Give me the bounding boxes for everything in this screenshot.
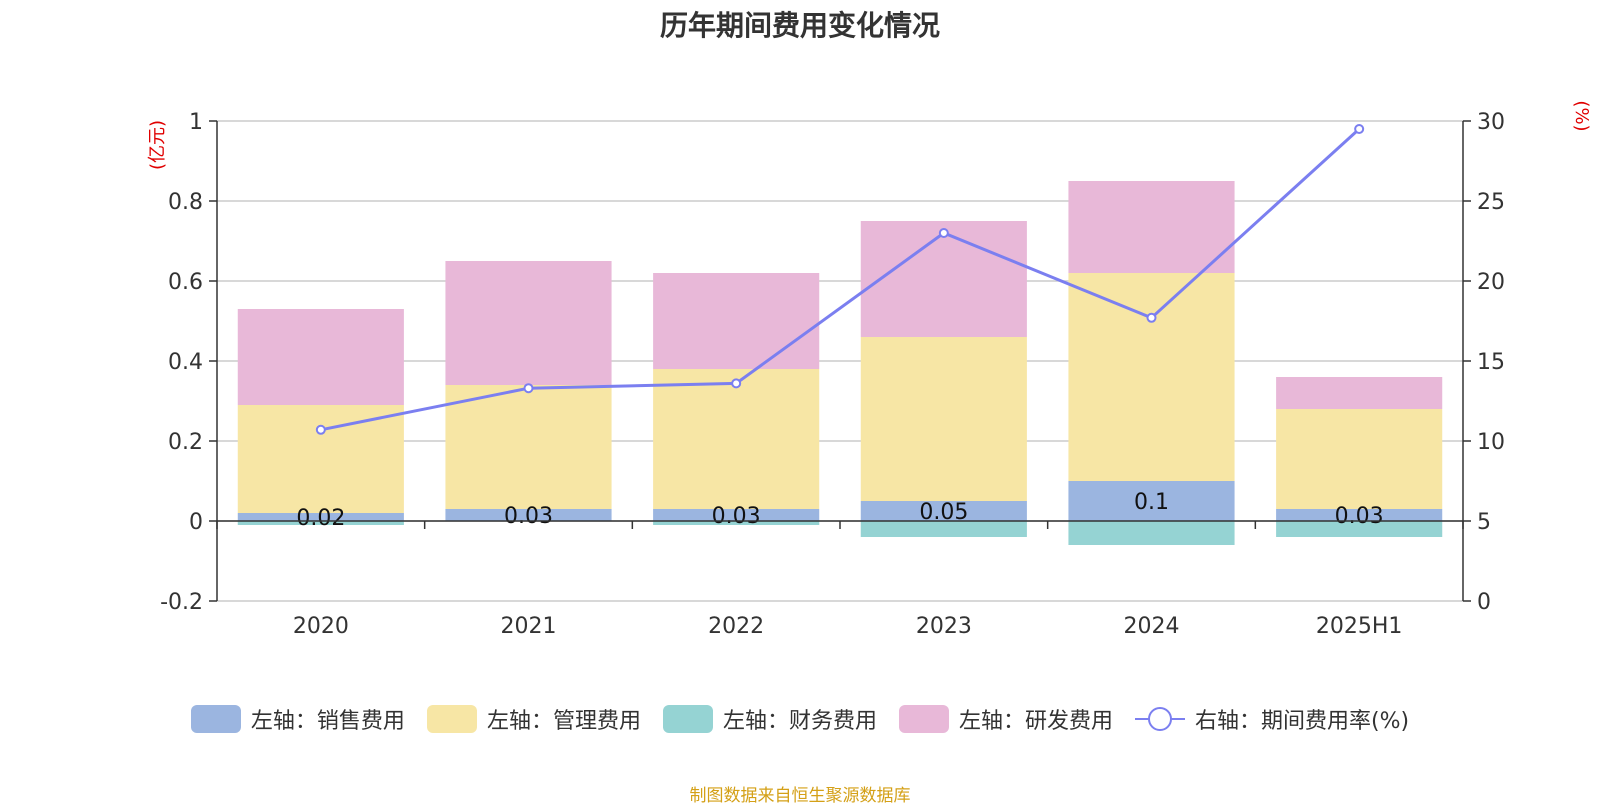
legend-label-sales: 左轴：销售费用 bbox=[250, 709, 405, 734]
x-tick-label: 2022 bbox=[708, 614, 764, 639]
legend-label-expense-rate: 右轴：期间费用率(%) bbox=[1194, 709, 1410, 734]
legend-swatch-rnd bbox=[898, 705, 949, 733]
bar-segment bbox=[1276, 521, 1443, 537]
legend-label-finance: 左轴：财务费用 bbox=[722, 709, 877, 734]
y-left-tick-label: 1 bbox=[189, 110, 203, 135]
y-right-tick-label: 20 bbox=[1477, 270, 1505, 295]
bar-segment bbox=[237, 309, 404, 405]
bar-segment bbox=[860, 501, 1027, 521]
expense-rate-point bbox=[315, 424, 326, 435]
legend-item-expense-rate[interactable]: 右轴：期间费用率(%) bbox=[1134, 703, 1410, 735]
legend-label-rnd: 左轴：研发费用 bbox=[958, 709, 1113, 734]
expense-rate-point bbox=[731, 378, 742, 389]
y-left-tick-label: 0 bbox=[189, 510, 203, 535]
legend-label-admin: 左轴：管理费用 bbox=[486, 709, 641, 734]
chart-canvas: 1 0.8 0.6 0.4 0.2 0 -0.2 30 25 20 15 10 5 0 (亿元) (%) 0.0… bbox=[147, 100, 1592, 639]
bar-segment bbox=[860, 221, 1027, 337]
y-left-tick-label: 0.8 bbox=[168, 190, 203, 215]
chart-title: 历年期间费用变化情况 bbox=[659, 9, 940, 42]
bar-segment bbox=[653, 521, 820, 525]
bar-segment bbox=[653, 369, 820, 509]
x-tick-label: 2023 bbox=[916, 614, 972, 639]
legend-swatch-sales bbox=[190, 705, 241, 733]
bar-segment bbox=[653, 273, 820, 369]
bar-data-label: 0.03 bbox=[1335, 504, 1384, 529]
bar-data-label: 0.03 bbox=[504, 504, 553, 529]
y-right-tick-label: 5 bbox=[1477, 510, 1491, 535]
bar-segment bbox=[1068, 273, 1235, 481]
bar-data-label: 0.03 bbox=[712, 504, 761, 529]
bar-segment bbox=[860, 337, 1027, 501]
bar-segment bbox=[1276, 509, 1443, 521]
legend-item-sales[interactable]: 左轴：销售费用 bbox=[190, 703, 405, 735]
bar-segment bbox=[237, 521, 404, 525]
y-left-tick-label: -0.2 bbox=[160, 590, 203, 615]
bar-segment bbox=[653, 509, 820, 521]
y-left-tick-label: 0.4 bbox=[168, 350, 203, 375]
legend-item-finance[interactable]: 左轴：财务费用 bbox=[662, 703, 877, 735]
bar-data-label: 0.1 bbox=[1134, 490, 1169, 515]
y-right-tick-label: 0 bbox=[1477, 590, 1491, 615]
legend-swatch-finance bbox=[662, 705, 713, 733]
expense-rate-point bbox=[523, 383, 534, 394]
y-right-tick-label: 25 bbox=[1477, 190, 1505, 215]
bar-data-label: 0.02 bbox=[296, 506, 345, 531]
source-note: 制图数据来自恒生聚源数据库 bbox=[689, 786, 911, 806]
bar-segment bbox=[445, 261, 612, 385]
bar-segment bbox=[1068, 521, 1235, 545]
x-tick-label: 2020 bbox=[293, 614, 349, 639]
bar-segment bbox=[445, 509, 612, 521]
y-left-tick-label: 0.6 bbox=[168, 270, 203, 295]
bar-segment bbox=[237, 513, 404, 521]
expense-rate-point bbox=[1354, 124, 1365, 134]
expense-rate-point bbox=[938, 228, 949, 238]
bar-segment bbox=[1276, 377, 1443, 409]
bar-segment bbox=[1068, 481, 1235, 521]
bar-segment bbox=[1068, 181, 1235, 273]
bar-segment bbox=[237, 405, 404, 513]
bar-segment bbox=[860, 521, 1027, 537]
legend-item-admin[interactable]: 左轴：管理费用 bbox=[426, 703, 641, 735]
legend-swatch-admin bbox=[426, 705, 477, 733]
y-right-axis-label: (%) bbox=[1571, 100, 1592, 131]
legend-item-rnd[interactable]: 左轴：研发费用 bbox=[898, 703, 1113, 735]
x-tick-label: 2025H1 bbox=[1316, 614, 1403, 639]
y-right-tick-label: 15 bbox=[1477, 350, 1505, 375]
expense-rate-line bbox=[320, 127, 1361, 432]
legend-swatch-expense-rate bbox=[1134, 705, 1185, 733]
y-left-axis-label: (亿元) bbox=[147, 120, 168, 170]
y-right-tick-label: 10 bbox=[1477, 430, 1505, 455]
bar-segment bbox=[445, 385, 612, 509]
expense-rate-point bbox=[1146, 312, 1157, 323]
legend: 左轴：销售费用 左轴：管理费用 左轴：财务费用 左轴：研发费用 右轴：期间费用率… bbox=[0, 703, 1600, 735]
bar-segment bbox=[1276, 409, 1443, 509]
x-tick-label: 2024 bbox=[1124, 614, 1180, 639]
y-right-tick-label: 30 bbox=[1477, 110, 1505, 135]
y-left-tick-label: 0.2 bbox=[168, 430, 203, 455]
x-tick-label: 2021 bbox=[501, 614, 557, 639]
